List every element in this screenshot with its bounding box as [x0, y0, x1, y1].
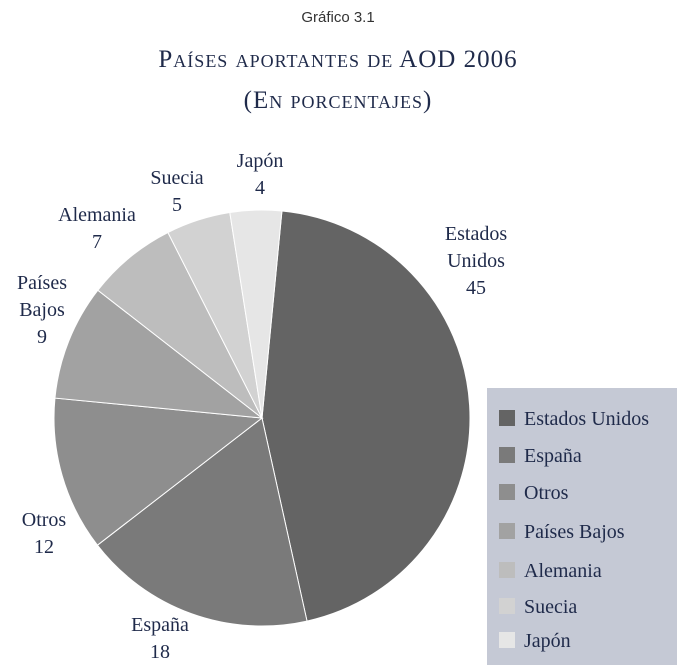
- slice-label: Estados Unidos: [445, 223, 507, 272]
- slice-label-line: España: [131, 614, 189, 636]
- legend-swatch: [499, 598, 515, 614]
- slice-value: 12: [34, 536, 54, 558]
- legend-label: Países Bajos: [524, 521, 625, 543]
- slice-label-line: Unidos: [447, 250, 505, 272]
- legend-label: Estados Unidos: [524, 408, 649, 430]
- slice-label-line: Alemania: [58, 204, 136, 226]
- slice-value: 5: [172, 194, 182, 216]
- chart-title: Países aportantes de AOD 2006: [158, 46, 517, 73]
- pie-slice: [53, 397, 264, 546]
- slice-label: España: [131, 614, 189, 636]
- legend-swatch: [499, 484, 515, 500]
- slice-value: 4: [255, 177, 265, 199]
- slice-label-line: Países: [17, 272, 67, 294]
- slice-label-line: Otros: [22, 509, 67, 531]
- pie-slice: [54, 289, 264, 419]
- legend-box: [487, 388, 677, 665]
- legend-label: España: [524, 445, 582, 467]
- pie-slice: [229, 209, 283, 419]
- slice-value: 18: [150, 641, 170, 663]
- slice-label-line: Estados: [445, 223, 507, 245]
- supertitle: Gráfico 3.1: [301, 9, 374, 26]
- slice-label: Otros: [22, 509, 67, 531]
- chart-subtitle: (En porcentajes): [244, 87, 433, 114]
- slice-label-line: Japón: [237, 150, 284, 172]
- legend-label: Alemania: [524, 560, 602, 582]
- legend-label: Otros: [524, 482, 569, 504]
- legend-swatch: [499, 410, 515, 426]
- legend-swatch: [499, 632, 515, 648]
- slice-value: 9: [37, 326, 47, 348]
- slice-value: 45: [466, 277, 486, 299]
- pie-slice: [96, 417, 308, 627]
- slice-label-line: Bajos: [19, 299, 65, 321]
- slice-label-line: Suecia: [150, 167, 203, 189]
- slice-label: Países Bajos: [17, 272, 67, 321]
- slice-value: 7: [92, 231, 102, 253]
- legend-label: Japón: [524, 630, 571, 652]
- slice-label: Suecia: [150, 167, 203, 189]
- legend-swatch: [499, 447, 515, 463]
- legend-swatch: [499, 523, 515, 539]
- legend-swatch: [499, 562, 515, 578]
- pie-slice: [261, 210, 471, 622]
- legend-label: Suecia: [524, 596, 577, 618]
- slice-label: Alemania: [58, 204, 136, 226]
- slice-label: Japón: [237, 150, 284, 172]
